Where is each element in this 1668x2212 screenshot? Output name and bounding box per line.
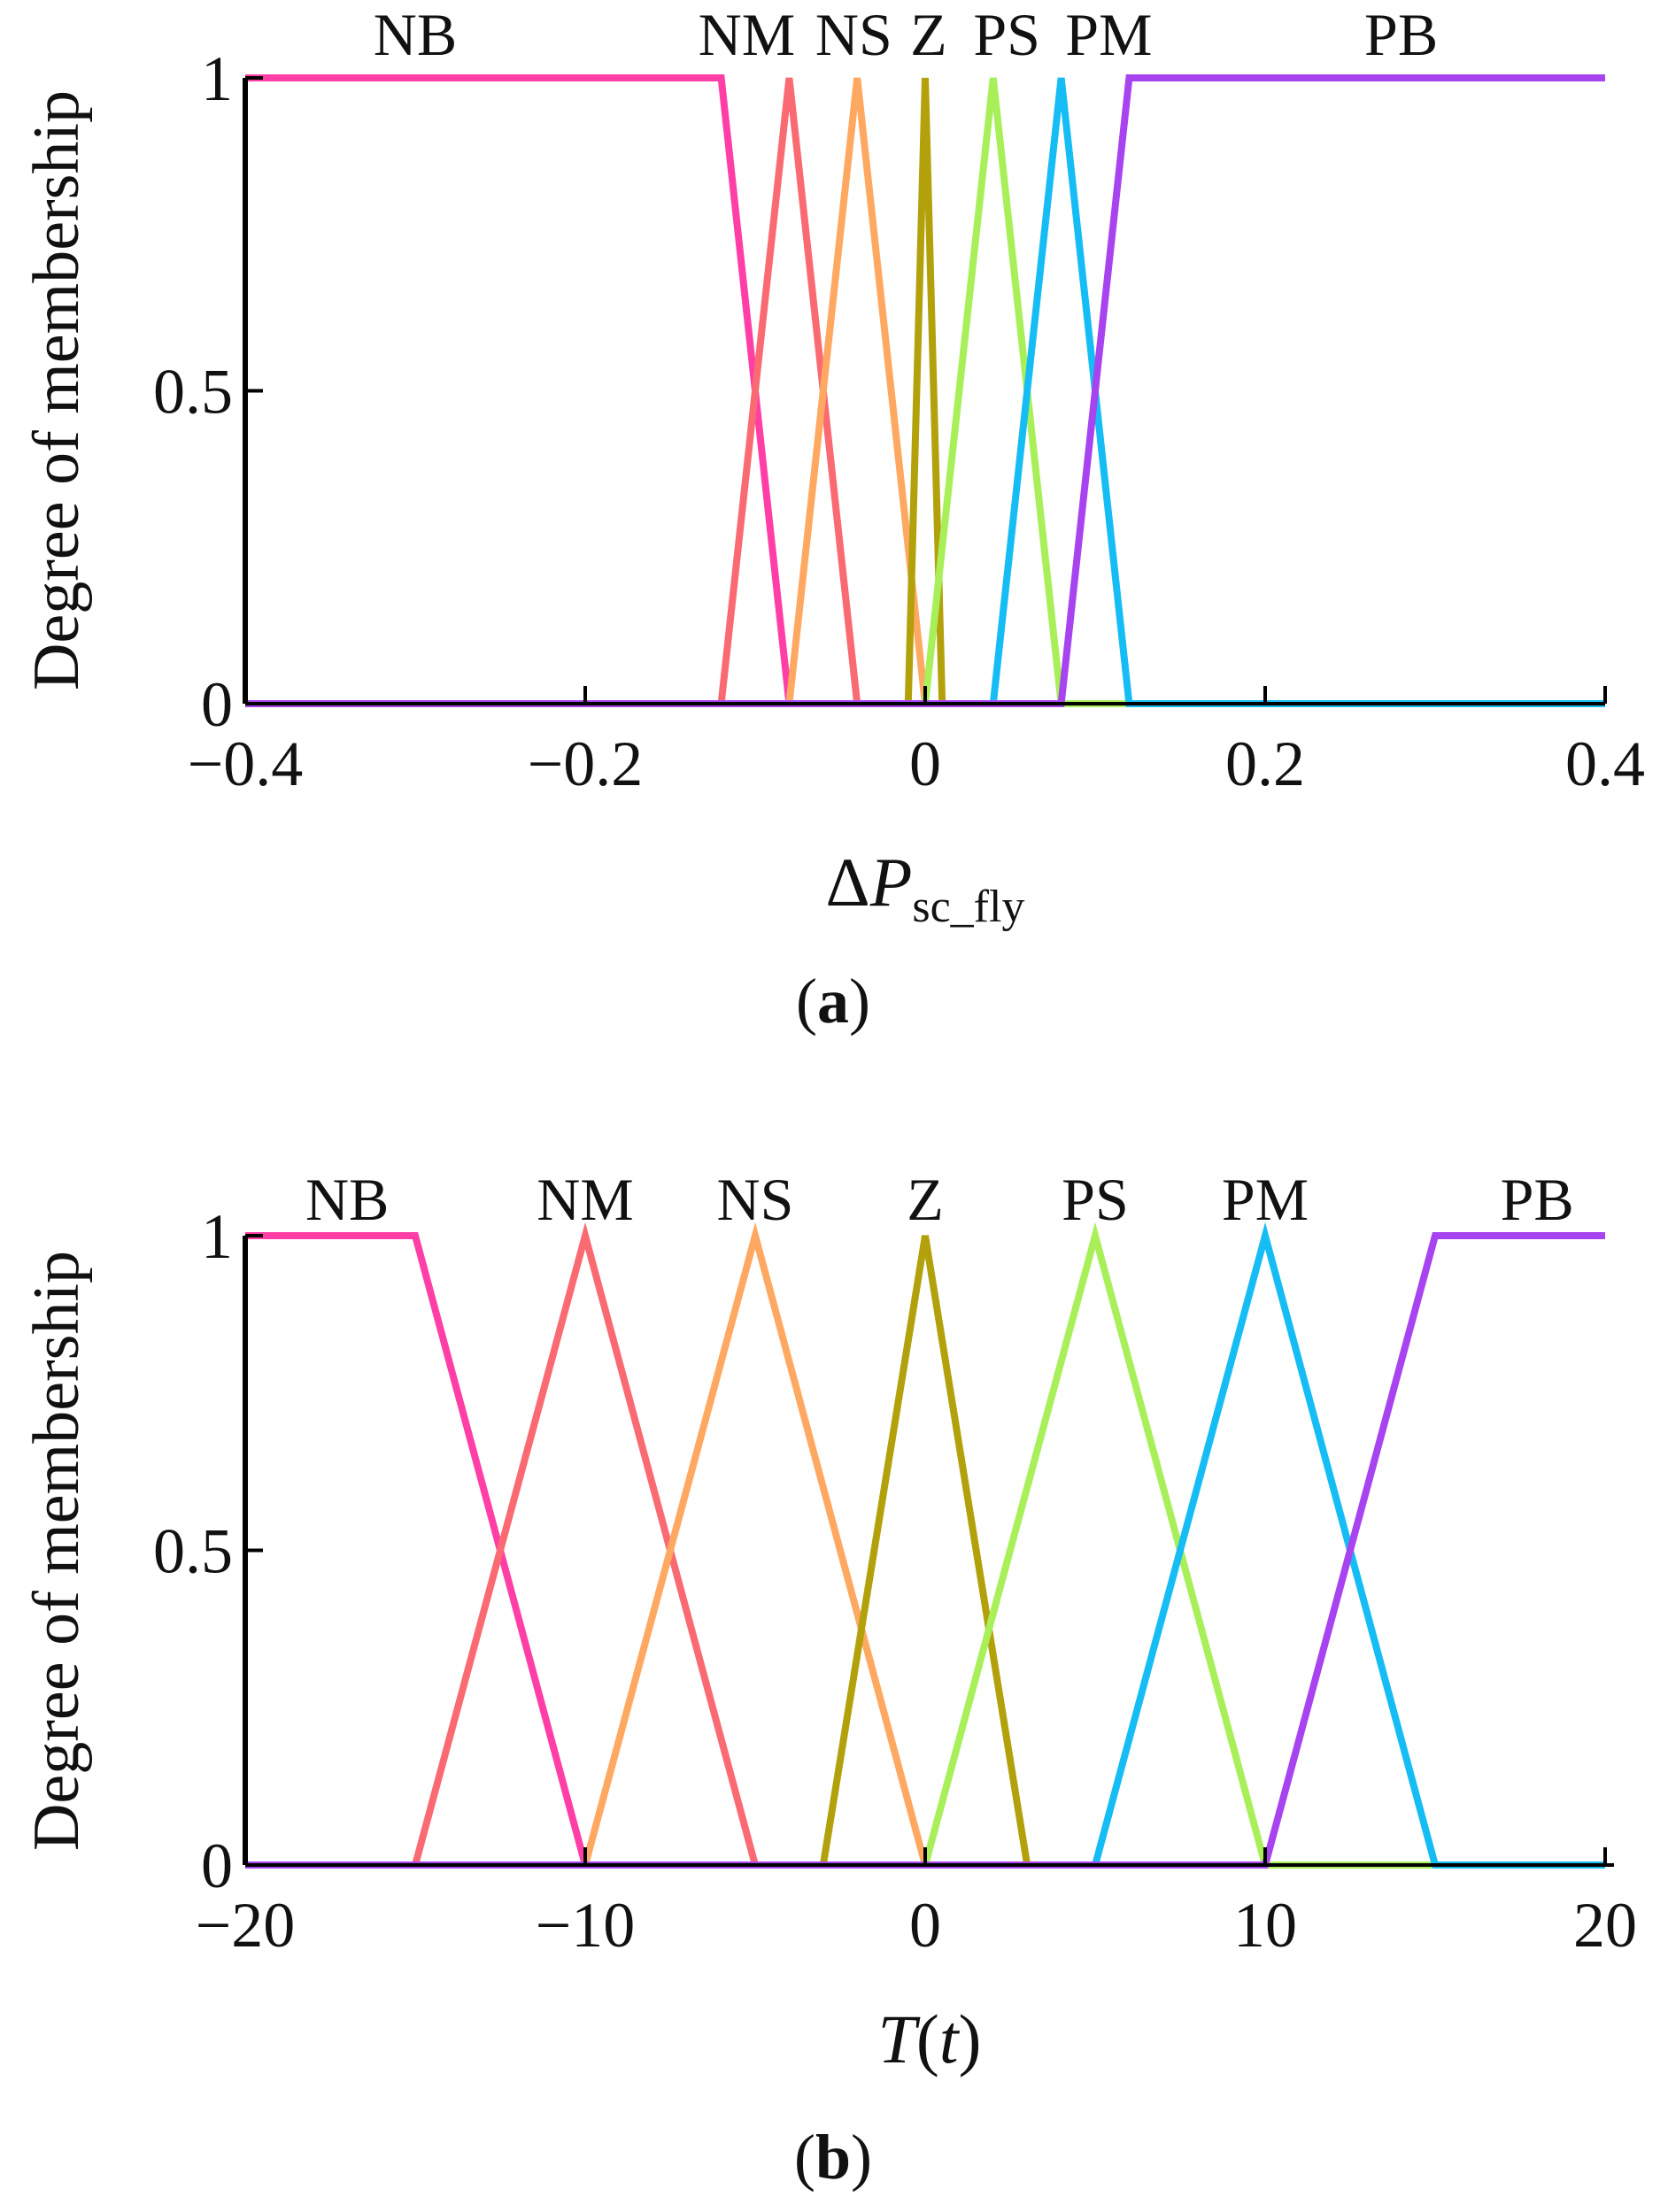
panel-a-mf-label-z: Z [910,1,947,68]
panel-a-xtick-label: 0.4 [1565,728,1645,799]
panel-a-xtick-label: 0 [909,728,941,799]
panel-b-series-ns [245,1222,1605,1869]
panel-b-xtick-label: 20 [1573,1890,1637,1961]
panel-b-ylabel: Degree of membership [20,1251,93,1851]
panel-a-xlabel-delta: Δ [826,844,870,921]
panel-b-mf-label-z: Z [907,1166,944,1233]
panel-a-mf-label-nb: NB [374,1,457,68]
panel-a-mf-labels: NB NM NS Z PS PM PB [374,1,1438,68]
panel-a-xlabel-sub: sc_fly [912,882,1024,932]
panel-b-ticks: −20 −10 0 10 20 0 0.5 1 [153,1201,1637,1961]
panel-b-xlabel: T(t) [877,2000,981,2077]
panel-b-mf-label-nm: NM [537,1166,634,1233]
panel-b-xtick-label: 10 [1233,1890,1297,1961]
panel-a-xtick-label: 0.2 [1225,728,1305,799]
panel-b-ytick-label: 0.5 [153,1516,233,1587]
panel-b-panel-label: (b) [794,2122,872,2193]
panel-a-ticks: −0.4 −0.2 0 0.2 0.4 0 0.5 1 [153,43,1645,799]
panel-b-ytick-label: 0 [201,1830,233,1901]
panel-b-series-nb [245,1232,1605,1869]
panel-b-series [245,1222,1605,1869]
panel-b-mf-label-pm: PM [1222,1166,1309,1233]
panel-a-mf-label-nm: NM [699,1,796,68]
panel-a-ytick-label: 0 [201,669,233,740]
panel-b-xlabel-close: ) [959,2000,982,2077]
panel-b-series-pb [245,1232,1605,1869]
panel-b-mf-label-pb: PB [1501,1166,1574,1233]
panel-a-xtick-label: −0.4 [188,728,304,799]
panel-b-series-ps [245,1222,1605,1869]
panel-a-panel-letter: a [817,966,849,1037]
panel-a-series-z [245,77,1605,707]
panel-a-series [245,74,1605,707]
panel-a-ytick-label: 1 [201,43,233,114]
panel-b-xtick-label: −20 [196,1890,296,1961]
panel-b-xlabel-open: ( [916,2000,939,2077]
panel-a-mf-label-ps: PS [973,1,1040,68]
panel-a-mf-label-pm: PM [1065,1,1152,68]
panel-b-series-nm [245,1222,1605,1869]
panel-a-ytick-label: 0.5 [153,357,233,428]
panel-b-xtick-label: 0 [909,1890,941,1961]
panel-a-ylabel: Degree of membership [20,90,93,690]
panel-b-mf-label-nb: NB [305,1166,389,1233]
panel-b-series-z [245,1235,1605,1869]
panel-b-xtick-label: −10 [536,1890,636,1961]
panel-a-panel-label: (a) [796,966,870,1037]
panel-b-panel-letter: b [815,2122,851,2193]
panel-a-mf-label-ns: NS [815,1,892,68]
panel-a-xlabel: ΔPsc_fly [826,844,1025,932]
panel-b: −20 −10 0 10 20 0 0.5 1 NB NM NS Z PS PM PB Degree of… [20,1166,1637,2193]
panel-b-ytick-label: 1 [201,1201,233,1272]
panel-b-xlabel-main: T [877,2000,920,2077]
panel-a-xlabel-main: P [869,844,913,921]
panel-b-mf-labels: NB NM NS Z PS PM PB [305,1166,1574,1233]
panel-b-xlabel-arg: t [939,2000,961,2077]
panel-b-mf-label-ps: PS [1062,1166,1129,1233]
panel-a-xtick-label: −0.2 [528,728,644,799]
panel-b-mf-label-ns: NS [717,1166,794,1233]
panel-a-mf-label-pb: PB [1364,1,1438,68]
panel-a: −0.4 −0.2 0 0.2 0.4 0 0.5 1 NB NM NS Z PS PM PB Degre… [20,1,1645,1037]
panel-b-series-pm [245,1222,1605,1869]
